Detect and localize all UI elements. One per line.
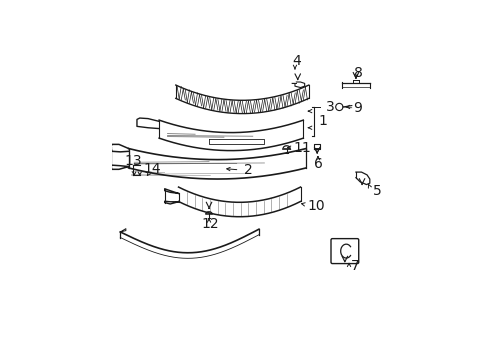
Text: 8: 8 — [354, 66, 363, 80]
Text: 10: 10 — [307, 199, 325, 213]
Text: 11: 11 — [293, 141, 311, 155]
Text: 2: 2 — [243, 163, 252, 177]
Text: 12: 12 — [201, 217, 219, 231]
Text: 4: 4 — [291, 54, 300, 68]
Text: 13: 13 — [124, 154, 142, 168]
Text: 3: 3 — [325, 100, 333, 114]
Text: 14: 14 — [143, 162, 161, 176]
Text: 7: 7 — [350, 259, 359, 273]
Text: 6: 6 — [313, 157, 322, 171]
Text: 5: 5 — [372, 184, 381, 198]
Text: 1: 1 — [318, 114, 327, 129]
Text: 9: 9 — [352, 101, 361, 115]
FancyBboxPatch shape — [330, 239, 358, 264]
